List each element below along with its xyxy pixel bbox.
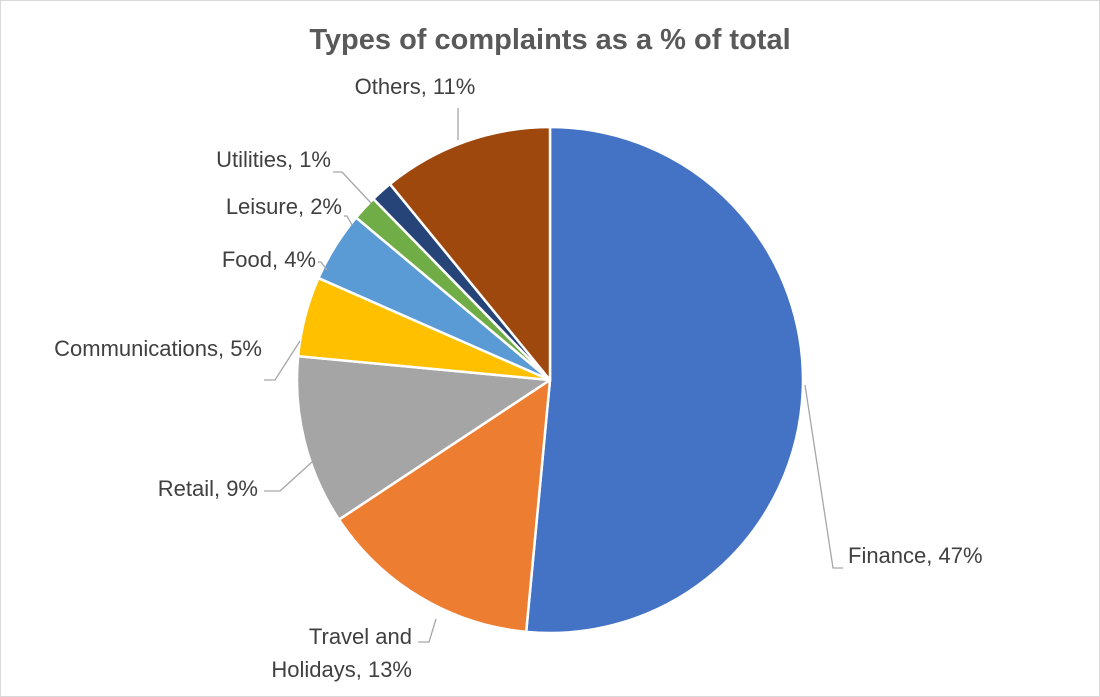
data-label-leisure: Leisure, 2%: [226, 194, 342, 219]
chart-title: Types of complaints as a % of total: [309, 24, 791, 56]
pie-slice-travel-and-holidays: [337, 378, 552, 634]
leader-line-travel-and-holidays: [418, 618, 437, 643]
leader-line-leisure: [344, 215, 353, 226]
leader-line-communications: [264, 340, 301, 381]
leader-line-utilities: [333, 171, 372, 204]
leader-line-retail: [264, 461, 313, 492]
data-label-others: Others, 11%: [355, 74, 476, 99]
leader-line-finance: [804, 384, 843, 569]
pie-slice-retail: [295, 354, 552, 521]
data-label-food: Food, 4%: [222, 247, 316, 272]
data-label-retail: Retail, 9%: [158, 476, 258, 501]
data-label-utilities: Utilities, 1%: [216, 147, 331, 172]
leader-line-food: [318, 261, 328, 271]
data-label-communications: Communications, 5%: [54, 336, 262, 361]
data-label-travel-and-holidays: Travel and Holidays, 13%: [271, 624, 412, 682]
data-label-finance: Finance, 47%: [848, 543, 983, 568]
pie-slice-finance: [524, 125, 805, 635]
pie-slice-others: [388, 125, 552, 382]
